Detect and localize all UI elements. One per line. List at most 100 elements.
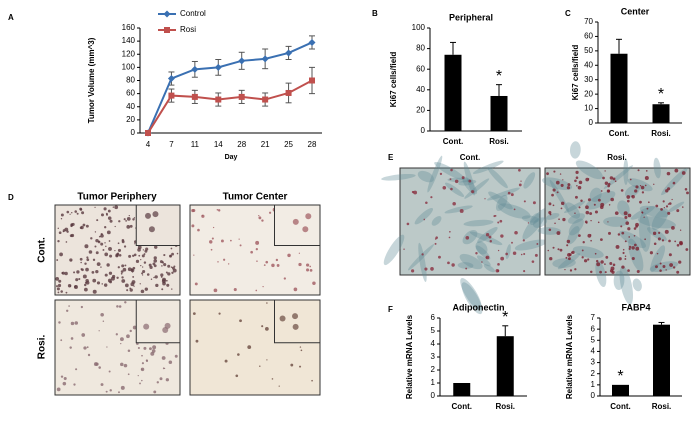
panel-label: A bbox=[8, 13, 14, 22]
texture bbox=[665, 189, 669, 193]
texture bbox=[130, 282, 135, 287]
texture bbox=[590, 219, 592, 222]
texture bbox=[674, 168, 679, 173]
texture bbox=[121, 276, 124, 279]
texture bbox=[305, 213, 312, 220]
texture bbox=[115, 254, 119, 258]
y-tick-label: 70 bbox=[584, 17, 593, 26]
texture bbox=[170, 247, 173, 250]
texture bbox=[468, 179, 472, 183]
texture bbox=[58, 321, 61, 324]
texture bbox=[263, 264, 266, 267]
texture bbox=[621, 231, 625, 235]
texture bbox=[64, 227, 69, 232]
y-tick-label: 120 bbox=[122, 49, 136, 58]
texture bbox=[201, 214, 205, 218]
texture bbox=[120, 337, 124, 342]
texture bbox=[427, 155, 443, 193]
texture bbox=[126, 289, 129, 292]
texture bbox=[150, 351, 155, 356]
y-tick-label: 5 bbox=[431, 326, 436, 335]
texture bbox=[168, 360, 173, 365]
texture bbox=[116, 252, 120, 255]
texture bbox=[100, 242, 104, 246]
x-tick-label: 28 bbox=[237, 140, 246, 149]
texture bbox=[556, 231, 561, 235]
bar bbox=[490, 95, 508, 131]
micrographs bbox=[54, 141, 691, 396]
texture bbox=[604, 181, 609, 186]
column-label: Cont. bbox=[460, 153, 480, 162]
texture bbox=[450, 168, 453, 172]
x-tick-label: 14 bbox=[214, 140, 223, 149]
texture bbox=[92, 258, 96, 262]
texture bbox=[644, 176, 649, 180]
texture bbox=[69, 258, 73, 262]
texture bbox=[141, 379, 143, 382]
texture bbox=[604, 271, 607, 274]
texture bbox=[622, 248, 625, 251]
texture bbox=[635, 185, 639, 189]
texture bbox=[138, 254, 141, 257]
texture bbox=[124, 301, 127, 304]
texture bbox=[566, 244, 569, 247]
texture bbox=[452, 201, 456, 206]
y-axis-label: Relative mRNA Levels bbox=[565, 314, 574, 399]
texture bbox=[600, 260, 604, 264]
texture bbox=[624, 255, 627, 258]
texture bbox=[623, 158, 629, 186]
texture bbox=[299, 365, 302, 368]
texture bbox=[644, 184, 647, 187]
texture bbox=[132, 275, 135, 278]
texture bbox=[557, 248, 560, 251]
texture bbox=[624, 258, 627, 260]
texture bbox=[120, 385, 125, 390]
texture bbox=[578, 180, 583, 185]
texture bbox=[57, 283, 62, 288]
x-tick-label: Rosi. bbox=[652, 402, 672, 411]
texture bbox=[123, 245, 127, 248]
texture bbox=[130, 268, 133, 270]
texture bbox=[527, 222, 530, 224]
texture bbox=[104, 252, 109, 257]
texture bbox=[141, 266, 144, 268]
texture bbox=[581, 256, 584, 259]
texture bbox=[596, 262, 601, 267]
texture bbox=[654, 265, 658, 269]
texture bbox=[523, 172, 536, 189]
texture bbox=[149, 347, 152, 351]
texture bbox=[161, 265, 163, 267]
y-tick-label: 50 bbox=[584, 46, 593, 55]
texture bbox=[140, 259, 142, 261]
texture bbox=[56, 387, 61, 392]
texture bbox=[604, 170, 606, 172]
texture bbox=[90, 237, 93, 240]
texture bbox=[109, 219, 113, 223]
texture bbox=[78, 277, 81, 281]
texture bbox=[67, 284, 72, 288]
texture bbox=[191, 224, 195, 228]
texture bbox=[100, 232, 103, 236]
texture bbox=[484, 198, 486, 200]
texture bbox=[98, 235, 101, 238]
texture bbox=[79, 257, 83, 261]
texture bbox=[268, 211, 272, 214]
y-tick-label: 5 bbox=[591, 335, 596, 344]
texture bbox=[118, 253, 122, 257]
texture bbox=[628, 236, 630, 238]
texture bbox=[510, 193, 514, 197]
row-label: Cont. bbox=[37, 237, 48, 263]
marker bbox=[145, 130, 151, 136]
texture bbox=[86, 346, 89, 349]
texture bbox=[658, 231, 661, 234]
texture bbox=[475, 252, 478, 255]
texture bbox=[522, 207, 548, 240]
texture bbox=[139, 382, 141, 385]
texture bbox=[143, 253, 146, 255]
texture bbox=[425, 201, 428, 204]
texture bbox=[98, 240, 100, 243]
texture bbox=[595, 260, 607, 288]
texture bbox=[587, 198, 591, 202]
texture bbox=[96, 262, 101, 267]
